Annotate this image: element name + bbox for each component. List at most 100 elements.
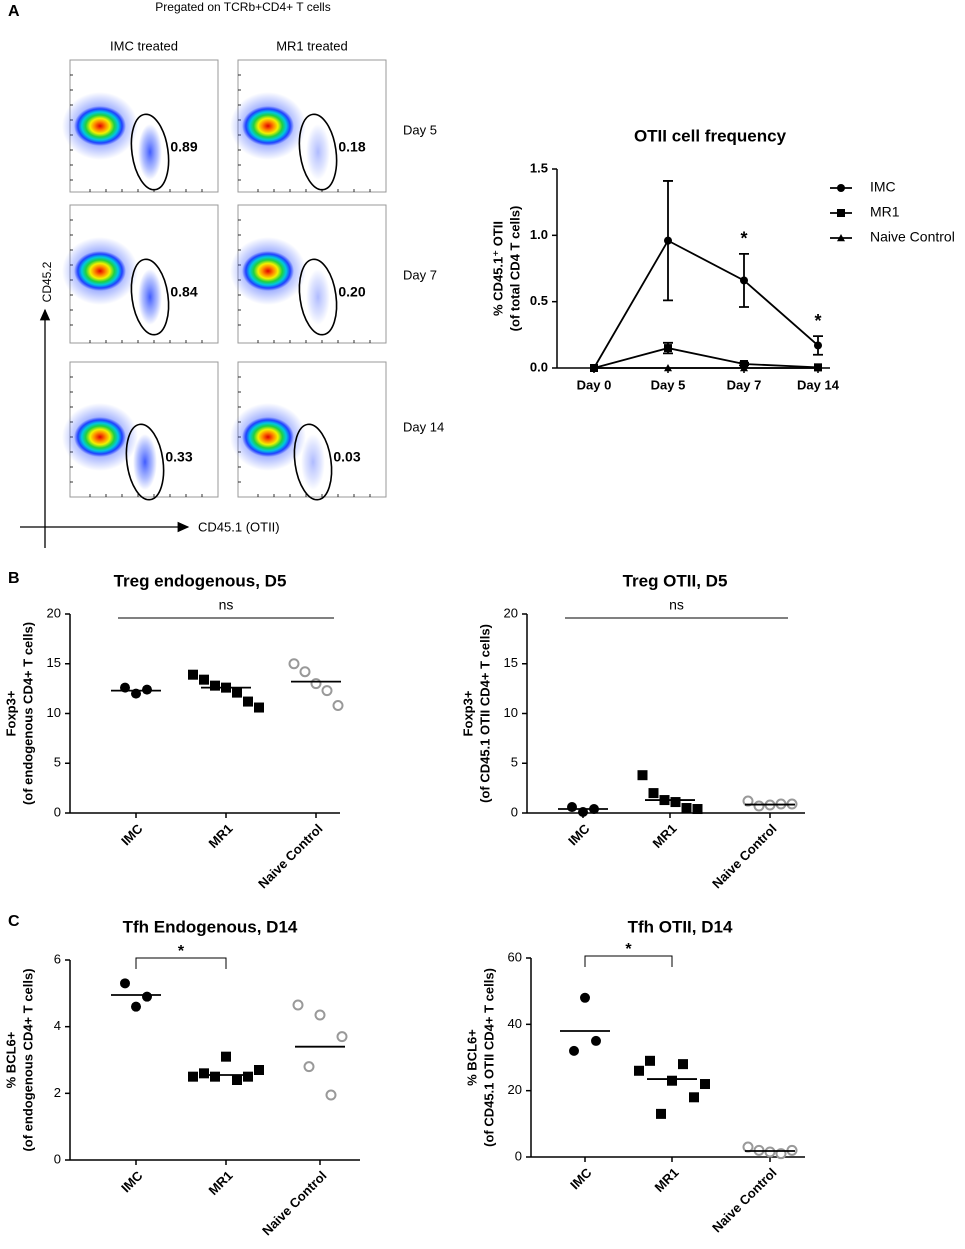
gated-cloud: [138, 124, 162, 180]
row-label: Day 14: [403, 419, 444, 434]
x-tick-label: IMC: [567, 1165, 595, 1193]
gate-value: 0.20: [338, 284, 365, 300]
circle-marker: [569, 1045, 579, 1056]
open-circle-marker: [288, 658, 300, 670]
significance: *: [814, 311, 821, 331]
circle-marker: [120, 978, 130, 989]
square-marker: [243, 696, 253, 707]
square-marker: [692, 804, 703, 815]
panel-label: A: [8, 3, 20, 20]
legend-label: MR1: [870, 204, 900, 220]
bracket-label: ns: [219, 597, 234, 613]
gate: [125, 423, 165, 501]
open-circle-marker: [314, 1009, 326, 1021]
square-marker: [188, 1071, 198, 1082]
panel-label: B: [8, 570, 20, 587]
y-axis-label: % BCL6+: [3, 1031, 18, 1088]
gate-value: 0.03: [333, 449, 360, 465]
open-circle-marker: [299, 666, 311, 678]
square-marker: [634, 1065, 644, 1076]
x-tick-label: MR1: [650, 821, 680, 851]
open-circle-marker: [303, 1061, 315, 1073]
square-marker: [648, 788, 659, 799]
chart-title: Treg OTII, D5: [623, 571, 728, 590]
circle-marker: [580, 992, 590, 1003]
gated-cloud: [301, 434, 325, 490]
y-tick-label: 0: [515, 1148, 522, 1163]
x-tick-label: MR1: [206, 1168, 236, 1198]
chart-title: Tfh Endogenous, D14: [123, 917, 298, 936]
circle-marker: [142, 684, 152, 695]
population: [242, 106, 294, 146]
circle-marker: [131, 1001, 141, 1012]
square-marker: [243, 1071, 253, 1082]
square-marker: [678, 1059, 688, 1070]
gate: [298, 113, 338, 191]
y-tick-label: 0.5: [530, 293, 548, 308]
triangle-marker: [590, 364, 598, 372]
chart-title: Treg endogenous, D5: [114, 571, 287, 590]
x-tick-label: Naive Control: [709, 821, 779, 891]
y-tick-label: 15: [504, 655, 518, 670]
gated-cloud: [133, 434, 157, 490]
gated-cloud: [306, 124, 330, 180]
row-label: Day 7: [403, 267, 437, 282]
y-tick-label: 5: [54, 755, 61, 770]
series-line: [593, 239, 819, 369]
chart-title: OTII cell frequency: [634, 126, 787, 145]
x-tick-label: IMC: [565, 821, 593, 849]
y-tick-label: 4: [54, 1018, 61, 1033]
x-tick-label: Naive Control: [709, 1165, 779, 1235]
y-tick-label: 1.5: [530, 160, 548, 175]
circle-marker: [591, 1035, 601, 1046]
square-marker: [199, 1068, 209, 1079]
flow-title: Pregated on TCRb+CD4+ T cells: [155, 0, 330, 14]
x-tick-label: Day 14: [797, 377, 840, 392]
open-circle-marker: [742, 795, 754, 807]
gate-value: 0.18: [338, 139, 365, 155]
square-marker: [667, 1075, 677, 1086]
gated-cloud: [306, 269, 330, 325]
open-circle-marker: [292, 999, 304, 1011]
open-circle-marker: [310, 678, 322, 690]
gated-cloud: [138, 269, 162, 325]
row-label: Day 5: [403, 122, 437, 137]
y-axis-label: (of endogenous CD4+ T cells): [20, 968, 35, 1151]
square-marker: [210, 1071, 220, 1082]
square-marker: [700, 1079, 710, 1090]
square-marker: [199, 674, 209, 685]
circle-marker: [740, 276, 748, 285]
square-marker: [681, 803, 692, 814]
x-tick-label: Day 0: [577, 377, 612, 392]
panel-label: C: [8, 913, 20, 930]
y-axis-label: (of endogenous CD4+ T cells): [20, 622, 35, 805]
legend-label: IMC: [870, 179, 896, 195]
y-tick-label: 20: [47, 605, 61, 620]
square-marker: [254, 1065, 264, 1075]
open-circle-marker: [325, 1089, 337, 1101]
bracket-label: *: [625, 941, 632, 958]
y-tick-label: 20: [504, 605, 518, 620]
population: [74, 417, 126, 457]
y-tick-label: 1.0: [530, 227, 548, 242]
y-tick-label: 2: [54, 1085, 61, 1100]
y-tick-label: 60: [508, 949, 522, 964]
chart-title: Tfh OTII, D14: [628, 917, 733, 936]
column-header: MR1 treated: [276, 38, 348, 53]
y-axis-label: Foxp3+: [3, 690, 18, 736]
square-marker: [656, 1108, 666, 1119]
y-tick-label: 0: [54, 1151, 61, 1166]
gate-value: 0.89: [170, 139, 197, 155]
y-tick-label: 5: [511, 755, 518, 770]
open-circle-marker: [321, 685, 333, 697]
y-tick-label: 0.0: [530, 359, 548, 374]
y-axis-label: % CD45.1⁺ OTII: [490, 221, 505, 316]
circle-marker: [142, 991, 152, 1002]
x-tick-label: Naive Control: [259, 1168, 329, 1238]
triangle-marker: [664, 364, 672, 372]
gate: [298, 258, 338, 336]
y-tick-label: 0: [54, 804, 61, 819]
circle-marker: [567, 802, 577, 813]
